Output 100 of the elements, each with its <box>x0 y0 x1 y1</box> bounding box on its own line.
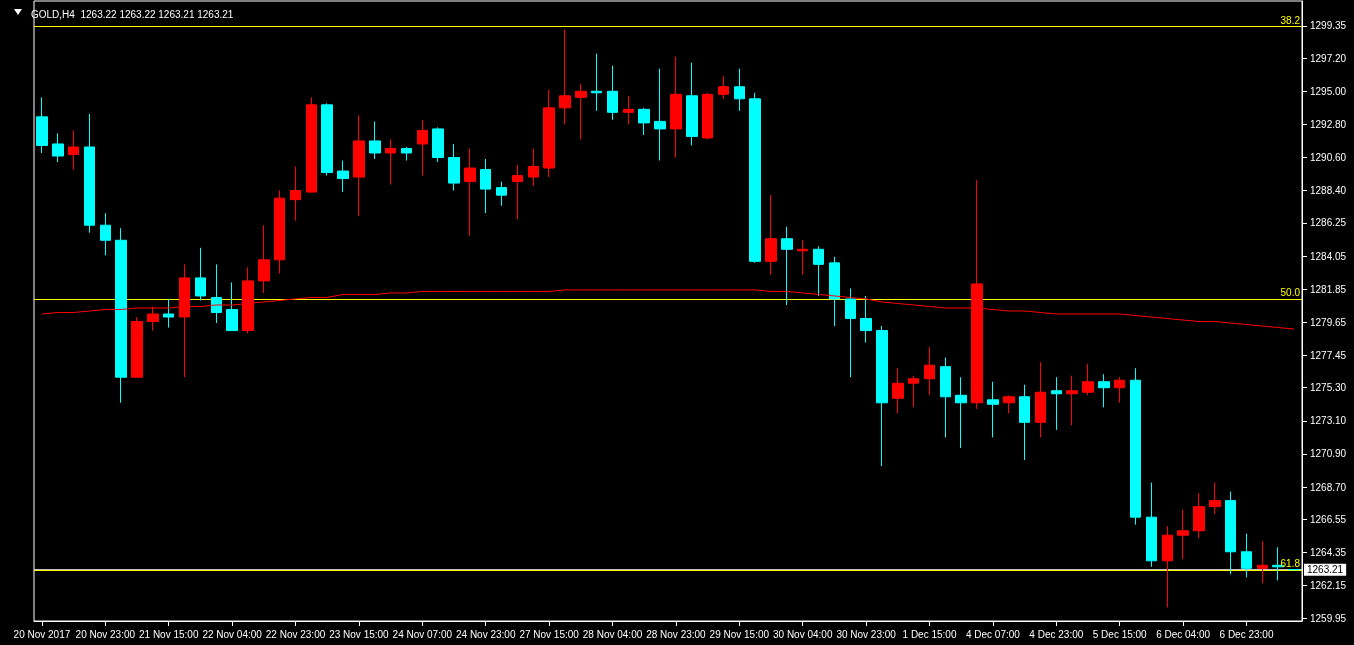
candlestick <box>385 138 396 186</box>
candlestick <box>448 143 460 192</box>
candlestick <box>860 295 872 344</box>
x-tick-label: 27 Nov 15:00 <box>519 628 580 640</box>
candlestick <box>1051 376 1062 431</box>
candlestick <box>638 107 650 136</box>
candlestick <box>528 147 539 187</box>
x-tick-label: 22 Nov 23:00 <box>265 628 326 640</box>
candlestick <box>749 92 761 264</box>
y-tick-label: 1264.35 <box>1310 547 1347 559</box>
x-tick-label: 30 Nov 04:00 <box>772 628 833 640</box>
candlestick <box>1257 540 1268 584</box>
candlestick <box>734 68 745 112</box>
annotation: 38.2 <box>1280 15 1301 27</box>
candlestick <box>1177 509 1189 560</box>
x-tick-label: 4 Dec 07:00 <box>965 628 1021 640</box>
annotation: 61.8 <box>1280 558 1301 570</box>
y-tick-label: 1279.65 <box>1310 316 1347 328</box>
candlestick <box>401 146 412 162</box>
y-tick-label: 1297.20 <box>1310 52 1347 64</box>
candlestick <box>1114 376 1125 404</box>
candlestick <box>52 132 64 163</box>
candlestick <box>955 376 967 449</box>
candlestick <box>464 147 476 237</box>
candlestick <box>496 181 507 207</box>
y-tick-label: 1268.70 <box>1310 481 1347 493</box>
candlestick <box>702 92 713 140</box>
y-tick-label: 1273.10 <box>1310 415 1347 427</box>
candlestick <box>274 190 285 274</box>
candlestick <box>68 129 79 171</box>
candlestick <box>290 166 301 222</box>
y-tick-label: 1270.90 <box>1310 448 1347 460</box>
x-tick-label: 24 Nov 23:00 <box>455 628 516 640</box>
candlestick <box>480 158 491 214</box>
candlestick <box>1082 363 1094 396</box>
candlestick <box>829 256 840 327</box>
x-tick-label: 28 Nov 04:00 <box>582 628 643 640</box>
candlestick <box>337 160 349 193</box>
candlestick <box>1003 394 1015 414</box>
candlestick <box>686 62 698 146</box>
candlestick <box>845 287 856 378</box>
candlestick <box>654 68 666 162</box>
x-tick-label: 4 Dec 23:00 <box>1029 628 1084 640</box>
x-tick-label: 6 Dec 23:00 <box>1219 628 1274 640</box>
candlestick <box>892 367 904 414</box>
x-tick-label: 21 Nov 15:00 <box>138 628 199 640</box>
candlestick <box>670 56 682 158</box>
y-tick-label: 1295.00 <box>1310 85 1347 97</box>
candlestick <box>591 53 602 112</box>
y-tick-label: 1299.35 <box>1310 20 1347 32</box>
candlestick <box>1241 533 1252 578</box>
candlestick <box>1130 367 1141 526</box>
candlestick <box>211 263 222 324</box>
candlestick <box>575 83 587 140</box>
candlestick <box>258 224 270 294</box>
candlestick <box>1019 384 1030 461</box>
candlestick <box>512 164 523 220</box>
candlestick <box>432 126 444 163</box>
candlestick <box>1098 373 1110 408</box>
candlestick <box>36 96 48 154</box>
x-tick-label: 20 Nov 23:00 <box>75 628 136 640</box>
candlestick <box>876 325 888 467</box>
y-tick-label: 1281.85 <box>1310 283 1347 295</box>
candlestick <box>924 346 935 396</box>
y-tick-label: 1262.15 <box>1310 580 1347 592</box>
text: GOLD,H4 1263.22 1263.22 1263.21 1263.21 <box>31 8 234 20</box>
candlestick <box>1066 375 1078 426</box>
candlestick <box>940 357 951 438</box>
candlestick <box>813 245 824 297</box>
x-tick-label: 6 Dec 04:00 <box>1156 628 1211 640</box>
y-tick-label: 1292.80 <box>1310 118 1347 130</box>
candlestick <box>543 89 555 178</box>
candlestick <box>908 375 919 408</box>
x-tick-label: 23 Nov 15:00 <box>329 628 390 640</box>
x-tick-label: 28 Nov 23:00 <box>646 628 707 640</box>
candlestick <box>306 96 317 193</box>
ref-line-label: 1263.21 <box>1307 564 1344 576</box>
y-tick-label: 1284.05 <box>1310 250 1347 262</box>
candlestick <box>195 247 206 301</box>
candlestick <box>115 227 127 404</box>
candlestick <box>321 102 333 177</box>
candlestick <box>765 194 777 276</box>
candlestick <box>607 65 618 121</box>
x-tick-label: 20 Nov 2017 <box>13 628 71 640</box>
candlestick <box>84 113 95 234</box>
y-tick-label: 1288.40 <box>1310 185 1347 197</box>
candlestick <box>559 29 571 125</box>
x-tick-label: 24 Nov 07:00 <box>392 628 453 640</box>
candlestick <box>623 95 634 125</box>
candlestick <box>1225 491 1236 575</box>
y-tick-label: 1266.55 <box>1310 513 1347 525</box>
candlestick <box>417 119 428 177</box>
x-tick-label: 1 Dec 15:00 <box>902 628 957 640</box>
x-tick-label: 22 Nov 04:00 <box>202 628 263 640</box>
candlestick <box>987 381 999 438</box>
candlestick <box>369 120 381 160</box>
candlestick <box>226 281 238 332</box>
candlestick <box>1209 482 1221 515</box>
candlestick <box>1193 492 1205 539</box>
candlestick <box>718 75 729 100</box>
